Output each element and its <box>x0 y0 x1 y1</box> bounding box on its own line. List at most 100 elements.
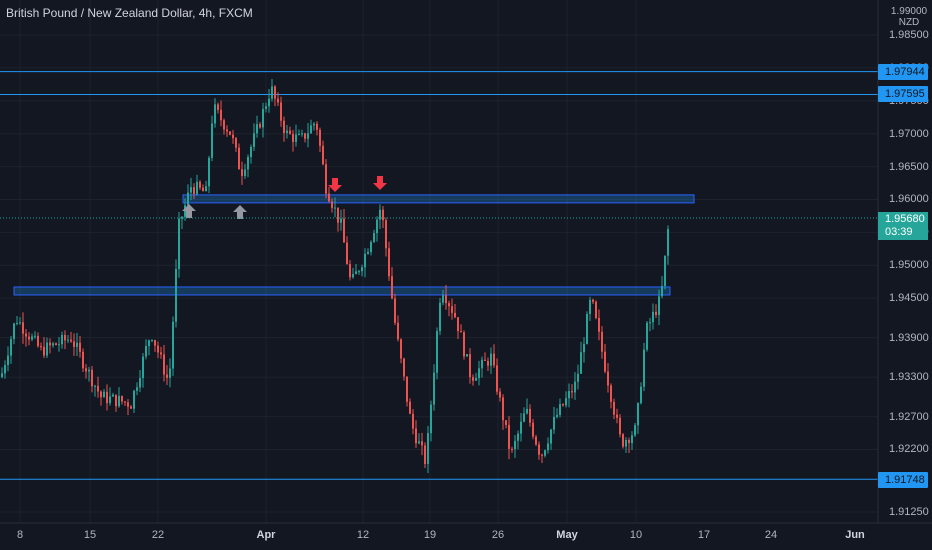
time-axis-label: Apr <box>256 529 276 541</box>
countdown-timer: 03:39 <box>885 226 913 238</box>
candle-body <box>442 295 444 303</box>
candle-body <box>73 341 75 347</box>
candle-body <box>112 394 114 397</box>
candle-body <box>400 339 402 359</box>
candle-body <box>82 351 84 369</box>
candle-body <box>214 104 216 124</box>
chart-grid <box>0 0 878 523</box>
chart-title: British Pound / New Zealand Dollar, 4h, … <box>6 6 253 20</box>
candle-body <box>604 351 606 372</box>
candle-body <box>181 216 183 219</box>
candle-body <box>556 414 558 417</box>
candle-body <box>37 335 39 347</box>
candle-body <box>649 322 651 324</box>
candle-body <box>469 354 471 378</box>
price-tag-3: 1.91748 <box>878 472 928 488</box>
candle-body <box>61 335 63 345</box>
candle-body <box>199 181 201 188</box>
candle-body <box>274 86 276 99</box>
candle-body <box>268 98 270 107</box>
candle-body <box>484 359 486 361</box>
price-axis-label: 1.98500 <box>889 29 929 41</box>
arrow-down-icon <box>328 178 342 192</box>
candle-body <box>613 401 615 415</box>
candle-body <box>664 255 666 286</box>
candle-body <box>544 450 546 456</box>
candle-body <box>532 422 534 437</box>
candle-body <box>640 386 642 404</box>
candle-body <box>436 331 438 373</box>
candle-body <box>568 391 570 399</box>
candle-body <box>187 192 189 206</box>
candle-body <box>634 425 636 436</box>
candle-body <box>217 104 219 110</box>
candle-body <box>511 448 513 450</box>
candle-body <box>589 299 591 314</box>
candle-body <box>196 181 198 195</box>
candle-body <box>211 123 213 158</box>
candle-body <box>667 229 669 256</box>
candle-body <box>472 377 474 381</box>
candle-body <box>16 323 18 325</box>
candle-body <box>592 299 594 302</box>
candle-body <box>100 391 102 398</box>
candle-body <box>661 285 663 297</box>
candle-body <box>364 253 366 268</box>
candle-body <box>52 343 54 346</box>
last-price-badge: 1.95680 03:39 <box>878 212 928 240</box>
currency-code: NZD <box>898 17 920 28</box>
candle-body <box>658 296 660 315</box>
candle-body <box>583 343 585 353</box>
candle-body <box>226 129 228 132</box>
candle-body <box>580 352 582 374</box>
candle-body <box>517 433 519 441</box>
candle-body <box>571 391 573 393</box>
candle-body <box>652 311 654 323</box>
candle-body <box>85 368 87 372</box>
candle-body <box>478 368 480 379</box>
candle-body <box>13 323 15 339</box>
candle-body <box>142 356 144 378</box>
candle-body <box>619 417 621 435</box>
price-zone <box>13 286 671 296</box>
candle-body <box>130 406 132 409</box>
candle-body <box>388 248 390 277</box>
candle-body <box>574 381 576 393</box>
candle-body <box>637 403 639 426</box>
candle-body <box>349 264 351 278</box>
candle-body <box>625 440 627 447</box>
candle-body <box>322 145 324 165</box>
candle-body <box>424 445 426 464</box>
candle-body <box>235 138 237 148</box>
price-axis-label: 1.97000 <box>889 127 929 140</box>
candle-body <box>616 414 618 418</box>
time-axis-label: 12 <box>356 529 370 541</box>
candle-body <box>133 390 135 409</box>
candle-body <box>361 267 363 272</box>
candle-body <box>535 436 537 445</box>
candle-body <box>76 342 78 347</box>
candle-body <box>19 322 21 324</box>
arrow-down-icon <box>373 176 387 190</box>
price-axis-label: 1.96500 <box>889 160 929 173</box>
candle-body <box>127 402 129 407</box>
candle-body <box>367 251 369 254</box>
candle-body <box>115 394 117 407</box>
candle-body <box>466 354 468 357</box>
candle-body <box>370 241 372 252</box>
currency-label[interactable]: 1.99000 NZD <box>889 6 929 28</box>
candle-body <box>427 433 429 464</box>
candle-body <box>250 146 252 157</box>
candle-body <box>4 365 6 374</box>
candle-body <box>163 354 165 375</box>
candle-body <box>331 201 333 209</box>
candle-body <box>175 269 177 322</box>
candle-body <box>28 336 30 340</box>
candle-body <box>448 303 450 307</box>
time-axis-label: 17 <box>697 529 711 541</box>
candle-body <box>190 187 192 193</box>
time-axis-label: 8 <box>16 529 24 541</box>
candle-body <box>118 396 120 407</box>
time-axis-label: 15 <box>83 529 97 541</box>
